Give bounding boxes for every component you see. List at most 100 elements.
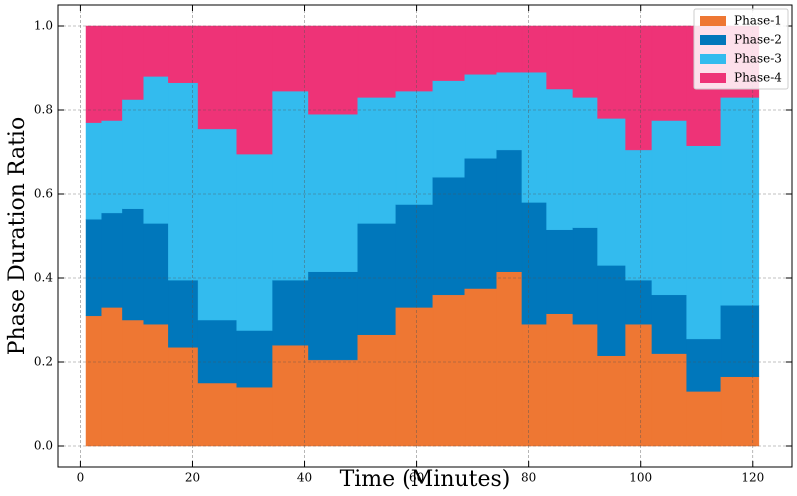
- x-tick-label: 0: [77, 471, 85, 485]
- area-segment: [85, 25, 103, 123]
- y-tick-label: 0.0: [34, 439, 53, 453]
- area-segment: [357, 334, 397, 447]
- area-segment: [496, 25, 523, 73]
- x-tick-label: 120: [741, 471, 764, 485]
- area-segment: [432, 176, 466, 296]
- area-segment: [546, 313, 574, 447]
- area-segment: [308, 359, 359, 447]
- area-segment: [521, 71, 548, 203]
- area-segment: [651, 25, 688, 121]
- area-segment: [236, 153, 274, 331]
- area-segment: [101, 120, 124, 214]
- area-segment: [464, 74, 498, 159]
- area-segment: [686, 145, 722, 340]
- area-segment: [168, 82, 199, 281]
- area-segment: [395, 204, 434, 308]
- area-segment: [197, 319, 238, 384]
- legend-label: Phase-2: [734, 33, 782, 47]
- area-segment: [308, 25, 359, 115]
- area-segment: [720, 376, 760, 447]
- area-segment: [625, 149, 653, 281]
- area-segment: [168, 279, 199, 348]
- area-segment: [168, 347, 199, 447]
- area-segment: [546, 25, 574, 90]
- area-segment: [572, 227, 599, 325]
- area-segment: [85, 122, 103, 220]
- legend-label: Phase-4: [734, 71, 782, 85]
- area-segment: [651, 353, 688, 447]
- area-segment: [272, 25, 310, 92]
- area-segment: [357, 223, 397, 335]
- x-axis-label: Time (Minutes): [340, 467, 511, 492]
- area-segment: [197, 25, 238, 130]
- area-segment: [432, 25, 466, 81]
- x-tick-label: 100: [629, 471, 652, 485]
- area-segment: [496, 271, 523, 447]
- y-tick-label: 0.6: [34, 187, 53, 201]
- area-segment: [464, 158, 498, 289]
- area-segment: [720, 97, 760, 306]
- area-segment: [143, 25, 170, 77]
- area-segment: [395, 90, 434, 205]
- area-segment: [432, 294, 466, 447]
- legend-box: [693, 8, 789, 90]
- area-segment: [686, 338, 722, 392]
- area-segment: [168, 25, 199, 83]
- area-segment: [546, 229, 574, 314]
- area-segment: [572, 97, 599, 228]
- y-tick-label: 0.2: [34, 355, 53, 369]
- area-segment: [272, 344, 310, 447]
- x-tick-label: 80: [521, 471, 536, 485]
- y-axis-label: Phase Duration Ratio: [5, 117, 30, 355]
- area-segment: [236, 386, 274, 447]
- area-segment: [395, 307, 434, 447]
- area-segment: [625, 25, 653, 151]
- area-segment: [651, 294, 688, 354]
- area-segment: [197, 382, 238, 447]
- x-tick-label: 20: [185, 471, 200, 485]
- area-segment: [572, 323, 599, 447]
- area-segment: [122, 208, 145, 321]
- area-segment: [597, 25, 627, 119]
- area-segment: [143, 76, 170, 224]
- area-segment: [357, 97, 397, 224]
- plot-frame: [57, 4, 793, 468]
- area-segment: [101, 25, 124, 121]
- x-tick-label: 40: [297, 471, 312, 485]
- area-segment: [521, 202, 548, 325]
- area-segment: [85, 218, 103, 317]
- legend: Phase-1 Phase-2 Phase-3 Phase-4: [693, 8, 789, 90]
- area-segment: [272, 90, 310, 281]
- legend-swatch: [700, 54, 726, 64]
- y-tick-label: 0.8: [34, 103, 53, 117]
- area-segment: [308, 113, 359, 272]
- legend-label: Phase-3: [734, 52, 782, 66]
- area-segment: [122, 319, 145, 447]
- area-segment: [122, 99, 145, 209]
- y-tick-label: 0.4: [34, 271, 53, 285]
- area-segment: [597, 118, 627, 266]
- area-segment: [236, 25, 274, 155]
- area-segment: [122, 25, 145, 100]
- legend-label: Phase-1: [734, 14, 782, 28]
- area-segment: [720, 305, 760, 377]
- y-tick-label: 1.0: [34, 19, 53, 33]
- area-segment: [101, 307, 124, 447]
- area-segment: [496, 71, 523, 151]
- area-segment: [432, 80, 466, 178]
- legend-swatch: [700, 73, 726, 83]
- area-segment: [496, 149, 523, 272]
- legend-swatch: [700, 16, 726, 26]
- area-segment: [686, 391, 722, 447]
- area-segment: [197, 128, 238, 321]
- area-segment: [597, 265, 627, 356]
- area-segment: [625, 279, 653, 325]
- area-segment: [521, 323, 548, 447]
- area-segment: [143, 223, 170, 325]
- area-segment: [85, 315, 103, 447]
- legend-swatch: [700, 35, 726, 45]
- area-segment: [236, 330, 274, 388]
- area-segment: [272, 279, 310, 346]
- area-segment: [464, 25, 498, 75]
